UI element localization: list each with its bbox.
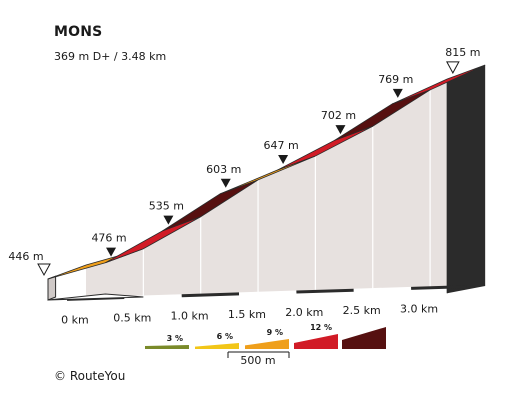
elevation-marker-end: [446, 61, 460, 74]
profile-base-front: [47, 293, 144, 301]
legend-label-3: 12 %: [310, 323, 332, 332]
elevation-label-start: 446 m: [8, 250, 43, 263]
elevation-label-3: 603 m: [206, 163, 241, 176]
segment-6: [391, 64, 486, 105]
x-tick-label-1: 0.5 km: [113, 311, 151, 324]
legend-wedge-1: [195, 343, 239, 349]
elevation-marker-1: [106, 247, 117, 257]
legend-label-2: 9 %: [267, 328, 283, 337]
legend-label-0: 3 %: [167, 334, 183, 343]
legend-wedge-4: [342, 327, 386, 349]
elevation-marker-4: [278, 154, 289, 164]
chart-title: MONS: [54, 24, 103, 40]
base-strip-5: [353, 286, 412, 292]
legend-wedge-3: [294, 334, 338, 349]
profile-side-face: [86, 65, 486, 299]
elevation-label-2: 535 m: [149, 200, 184, 213]
profile-end-cap: [447, 65, 486, 294]
x-tick-label-5: 2.5 km: [343, 304, 381, 317]
elevation-label-1: 476 m: [91, 232, 126, 245]
base-strip-2: [181, 292, 240, 298]
routeyou-credit: © RouteYou: [54, 369, 126, 383]
x-tick-label-2: 1.0 km: [171, 310, 209, 323]
elevation-marker-start: [37, 263, 51, 277]
elevation-label-6: 769 m: [378, 73, 413, 86]
x-tick-label-0: 0 km: [61, 313, 89, 326]
base-strip-4: [296, 288, 354, 294]
elevation-label-5: 702 m: [321, 109, 356, 122]
legend-label-1: 6 %: [217, 332, 233, 341]
x-tick-label-4: 2.0 km: [285, 306, 323, 319]
base-strip-6: [411, 285, 467, 290]
x-tick-label-3: 1.5 km: [228, 308, 266, 321]
elevation-marker-5: [335, 125, 346, 135]
elevation-marker-2: [163, 215, 174, 225]
elevation-marker-6: [392, 88, 403, 98]
x-tick-label-6: 3.0 km: [400, 302, 438, 315]
elevation-label-4: 647 m: [263, 139, 298, 152]
elevation-marker-3: [220, 178, 231, 188]
legend-scale-label: 500 m: [240, 354, 275, 367]
legend-wedge-2: [245, 339, 289, 349]
elevation-label-end: 815 m: [445, 46, 480, 59]
profile-start-cap: [47, 275, 57, 301]
legend-wedge-0: [145, 345, 189, 349]
chart-subtitle: 369 m D+ / 3.48 km: [54, 50, 167, 63]
base-strip-3: [239, 290, 297, 296]
